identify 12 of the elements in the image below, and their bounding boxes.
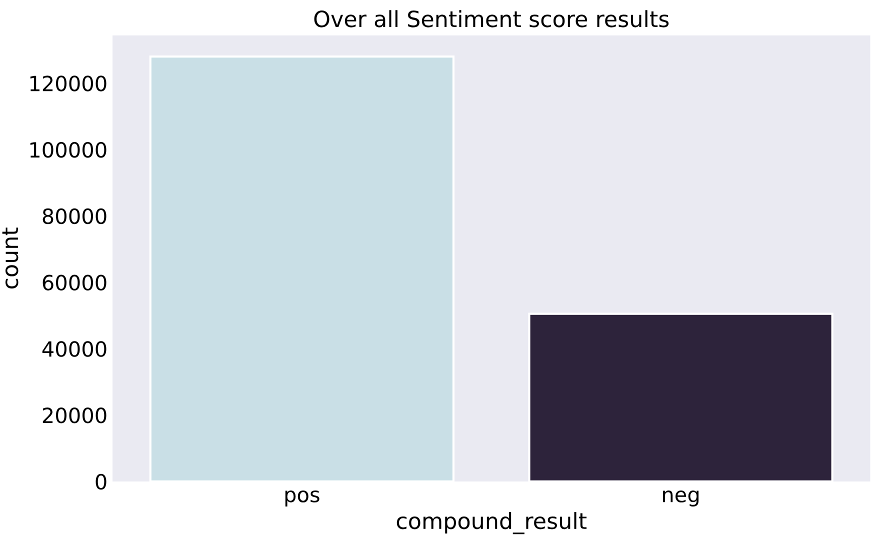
y-axis-title: count	[2, 228, 18, 289]
y-tick-label: 80000	[42, 208, 106, 224]
y-tick-label: 40000	[42, 341, 106, 357]
x-axis-title: compound_result	[396, 512, 587, 534]
x-tick-label: pos	[285, 490, 320, 506]
y-tick-label: 60000	[42, 274, 106, 291]
y-tick-label: 0	[96, 474, 106, 490]
y-tick-label: 20000	[42, 408, 106, 424]
x-tick-label: neg	[663, 490, 699, 506]
y-tick-label: 100000	[30, 142, 106, 158]
chart-title: Over all Sentiment score results	[314, 10, 669, 28]
y-tick-label: 120000	[30, 76, 106, 92]
